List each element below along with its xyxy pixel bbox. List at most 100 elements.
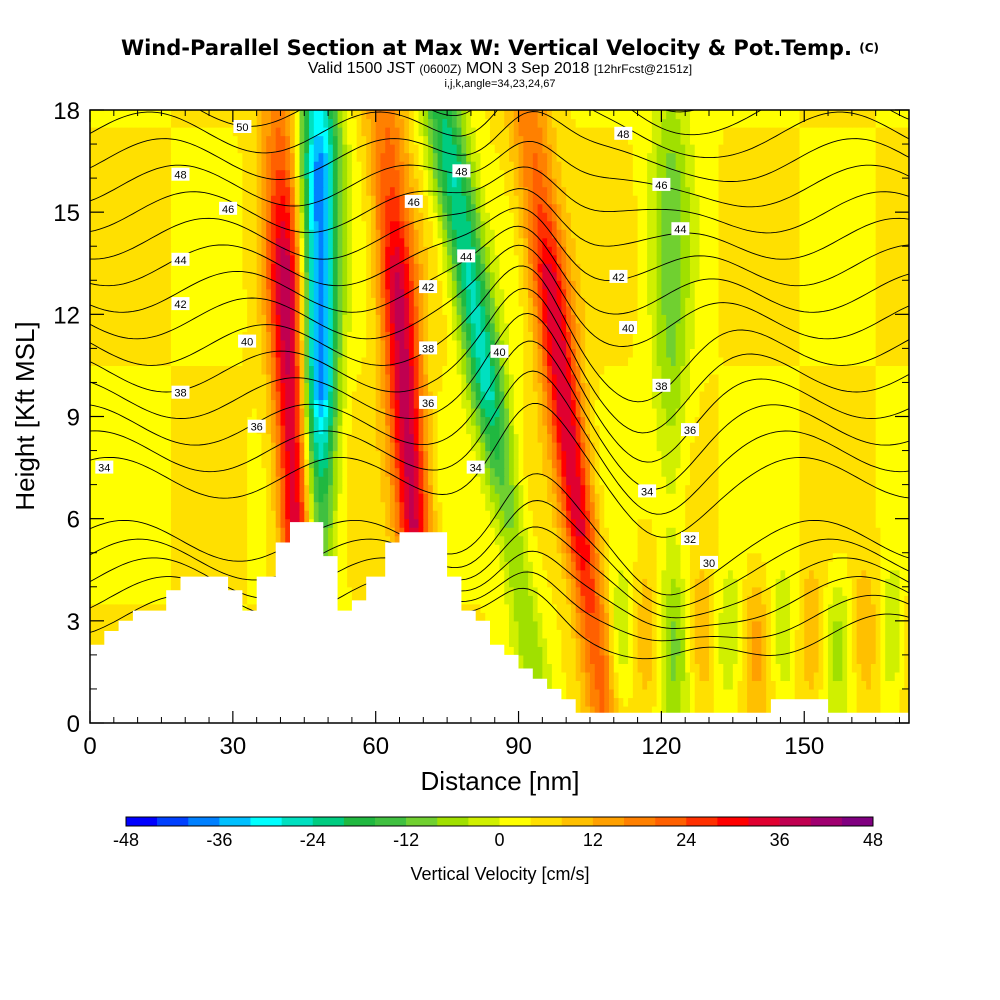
heatmap-cell bbox=[766, 671, 772, 682]
heatmap-cell bbox=[189, 501, 196, 511]
heatmap-cell bbox=[761, 535, 767, 545]
heatmap-cell bbox=[766, 535, 772, 545]
heatmap-cell bbox=[237, 552, 243, 562]
heatmap-cell bbox=[728, 663, 734, 673]
heatmap-cell bbox=[128, 476, 134, 486]
heatmap-cell bbox=[542, 535, 548, 545]
heatmap-cell bbox=[351, 476, 358, 486]
heatmap-cell bbox=[470, 586, 477, 596]
heatmap-cell bbox=[704, 476, 710, 486]
heatmap-cell bbox=[828, 705, 834, 716]
heatmap-cell bbox=[313, 484, 320, 494]
heatmap-cell bbox=[209, 569, 215, 579]
heatmap-cell bbox=[623, 671, 629, 682]
heatmap-cell bbox=[594, 637, 601, 647]
heatmap-cell bbox=[885, 476, 891, 486]
heatmap-cell bbox=[461, 518, 467, 528]
heatmap-cell bbox=[680, 688, 686, 699]
heatmap-cell bbox=[756, 620, 762, 630]
heatmap-cell bbox=[570, 620, 577, 630]
heatmap-cell bbox=[728, 476, 734, 486]
heatmap-cell bbox=[323, 476, 329, 486]
heatmap-cell bbox=[342, 544, 348, 554]
heatmap-cell bbox=[99, 501, 105, 511]
heatmap-cell bbox=[766, 620, 772, 630]
heatmap-cell bbox=[99, 586, 105, 596]
heatmap-cell bbox=[323, 484, 329, 494]
heatmap-cell bbox=[628, 654, 634, 664]
heatmap-cell bbox=[566, 484, 572, 494]
heatmap-cell bbox=[337, 493, 343, 503]
heatmap-cell bbox=[90, 595, 96, 605]
heatmap-cell bbox=[180, 552, 186, 562]
heatmap-cell bbox=[632, 476, 639, 486]
heatmap-cell bbox=[842, 552, 848, 562]
heatmap-cell bbox=[142, 501, 148, 511]
heatmap-cell bbox=[132, 510, 139, 520]
heatmap-cell bbox=[542, 493, 548, 503]
heatmap-cell bbox=[504, 501, 510, 511]
heatmap-cell bbox=[789, 527, 796, 537]
heatmap-cell bbox=[480, 552, 486, 562]
heatmap-cell bbox=[337, 586, 343, 596]
heatmap-cell bbox=[680, 705, 686, 716]
heatmap-cell bbox=[432, 518, 439, 528]
heatmap-cell bbox=[637, 688, 643, 699]
heatmap-cell bbox=[613, 510, 620, 520]
heatmap-cell bbox=[342, 510, 348, 520]
heatmap-cell bbox=[704, 501, 710, 511]
heatmap-cell bbox=[742, 629, 748, 639]
heatmap-cell bbox=[780, 569, 786, 579]
heatmap-cell bbox=[837, 680, 843, 690]
heatmap-cell bbox=[732, 484, 739, 494]
heatmap-cell bbox=[604, 476, 610, 486]
heatmap-cell bbox=[628, 484, 634, 494]
heatmap-cell bbox=[637, 603, 643, 613]
heatmap-cell bbox=[418, 476, 424, 486]
heatmap-cell bbox=[623, 646, 629, 656]
heatmap-cell bbox=[199, 535, 205, 545]
heatmap-cell bbox=[218, 510, 224, 520]
heatmap-cell bbox=[723, 637, 729, 647]
heatmap-cell bbox=[780, 603, 786, 613]
heatmap-cell bbox=[480, 586, 486, 596]
heatmap-cell bbox=[623, 493, 629, 503]
heatmap-cell bbox=[589, 569, 596, 579]
heatmap-cell bbox=[323, 535, 329, 545]
heatmap-cell bbox=[632, 671, 639, 682]
heatmap-cell bbox=[856, 578, 862, 588]
heatmap-cell bbox=[651, 476, 658, 486]
heatmap-cell bbox=[751, 578, 758, 588]
heatmap-cell bbox=[832, 561, 839, 571]
heatmap-cell bbox=[337, 603, 343, 613]
heatmap-cell bbox=[218, 484, 224, 494]
heatmap-cell bbox=[323, 510, 329, 520]
heatmap-cell bbox=[309, 476, 315, 486]
heatmap-cell bbox=[223, 535, 229, 545]
heatmap-cell bbox=[880, 603, 886, 613]
heatmap-cell bbox=[361, 586, 367, 596]
heatmap-cell bbox=[237, 501, 243, 511]
heatmap-cell bbox=[870, 663, 877, 673]
heatmap-cell bbox=[199, 501, 205, 511]
heatmap-cell bbox=[718, 484, 724, 494]
heatmap-cell bbox=[680, 603, 686, 613]
heatmap-cell bbox=[594, 586, 601, 596]
heatmap-cell bbox=[118, 510, 124, 520]
heatmap-cell bbox=[542, 578, 548, 588]
heatmap-cell bbox=[861, 569, 867, 579]
heatmap-cell bbox=[689, 484, 696, 494]
heatmap-cell bbox=[828, 586, 834, 596]
heatmap-cell bbox=[356, 527, 363, 537]
heatmap-cell bbox=[809, 629, 815, 639]
heatmap-cell bbox=[528, 476, 534, 486]
heatmap-cell bbox=[661, 688, 667, 699]
heatmap-cell bbox=[889, 493, 896, 503]
heatmap-cell bbox=[151, 603, 158, 613]
heatmap-cell bbox=[561, 663, 567, 673]
heatmap-cell bbox=[666, 578, 672, 588]
heatmap-cell bbox=[261, 501, 267, 511]
heatmap-cell bbox=[170, 544, 177, 554]
heatmap-cell bbox=[318, 501, 324, 511]
heatmap-cell bbox=[504, 552, 510, 562]
